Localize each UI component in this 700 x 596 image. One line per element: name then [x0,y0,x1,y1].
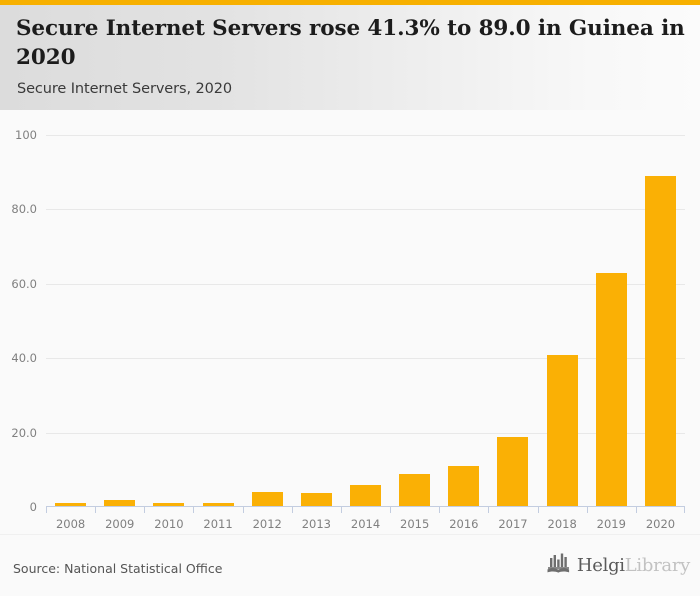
bar-slot: 2019 [586,135,636,531]
x-axis-tick-label: 2009 [105,517,135,531]
bar-slot: 2012 [242,135,292,531]
bar[interactable] [546,354,578,507]
x-axis-tick-label: 2020 [645,517,676,531]
x-axis-tick-label: 2012 [252,517,282,531]
x-axis-tick [684,507,686,513]
chart-footer: Source: National Statistical Office Helg… [0,534,700,596]
x-axis-tick [95,507,97,513]
y-axis-tick-label: 100 [15,128,37,142]
x-axis-tick-label: 2018 [547,517,577,531]
x-axis-tick-label: 2016 [449,517,479,531]
bar-slot: 2009 [95,135,144,531]
bar[interactable] [595,273,627,507]
gridline [46,283,685,285]
bar[interactable] [153,503,185,507]
chart-region: 100 80.0 60.0 40.0 20.0 0 2008 2009 2010 2011 201… [0,110,700,535]
gridline [46,135,685,136]
bar[interactable] [55,503,87,507]
plot-area: 100 80.0 60.0 40.0 20.0 0 2008 2009 2010 2011 201… [11,128,686,531]
gridline [46,432,685,434]
bar[interactable] [202,503,234,507]
helgi-library-logo[interactable]: HelgiLibrary [546,553,690,579]
bar[interactable] [644,175,676,507]
x-axis-tick-label: 2010 [154,517,184,531]
bar[interactable] [399,473,431,507]
bar[interactable] [448,466,480,507]
bar-slot: 2008 [46,135,95,531]
x-axis-tick-label: 2008 [55,517,86,531]
page-title: Secure Internet Servers rose 41.3% to 89… [16,16,685,70]
logo-text: HelgiLibrary [577,557,690,575]
bar-slot: 2010 [144,135,193,531]
x-axis-tick [537,507,539,513]
x-axis-tick [144,507,146,513]
bar[interactable] [497,436,529,507]
page-subtitle: Secure Internet Servers, 2020 [17,81,232,97]
x-axis-tick [488,507,490,513]
bar[interactable] [300,492,332,507]
x-axis-tick-label: 2017 [498,517,528,531]
book-bar-chart-icon [546,553,572,579]
bar-slot: 2014 [340,135,390,531]
x-axis-tick-label: 2015 [400,517,430,531]
x-axis-tick-label: 2013 [301,517,331,531]
bar[interactable] [251,492,283,507]
x-axis-tick [242,507,244,513]
bar-slot: 2013 [291,135,341,531]
bar-slot: 2016 [439,135,488,531]
y-axis-tick-label: 60.0 [11,276,37,291]
bar-slot: 2017 [488,135,537,531]
x-axis-tick [291,507,293,513]
gridline [46,358,685,360]
x-axis-tick [193,507,195,513]
source-label: Source: National Statistical Office [13,561,223,576]
bar-slot: 2018 [537,135,587,531]
y-axis-tick-label: 40.0 [11,351,37,366]
x-axis-tick [439,507,441,513]
x-axis-line [46,506,685,507]
x-axis-tick [340,507,342,513]
top-accent-bar [0,0,700,5]
x-axis-tick [390,507,392,513]
x-axis-tick-label: 2014 [350,517,381,531]
bar[interactable] [350,484,382,507]
bar-slot: 2020 [635,135,686,531]
bar-slot: 2011 [193,135,242,531]
bar-slot: 2015 [390,135,439,531]
y-axis-tick-label: 20.0 [11,425,37,440]
x-axis-tick-label: 2019 [596,517,626,531]
chart-header: Secure Internet Servers rose 41.3% to 89… [0,5,700,110]
x-axis-tick-label: 2011 [203,517,233,531]
logo-text-helgi: Helgi [576,555,625,576]
y-axis-tick-label: 80.0 [11,202,37,217]
gridline [46,209,685,211]
x-axis-tick [635,507,637,513]
bar-series: 2008 2009 2010 2011 2012 2013 2014 2015 2016 2017… [46,135,686,531]
x-axis-tick [46,507,47,513]
y-axis-tick-label: 0 [29,500,37,514]
bar[interactable] [104,499,136,507]
x-axis-tick [586,507,588,513]
logo-text-library: Library [624,555,691,576]
